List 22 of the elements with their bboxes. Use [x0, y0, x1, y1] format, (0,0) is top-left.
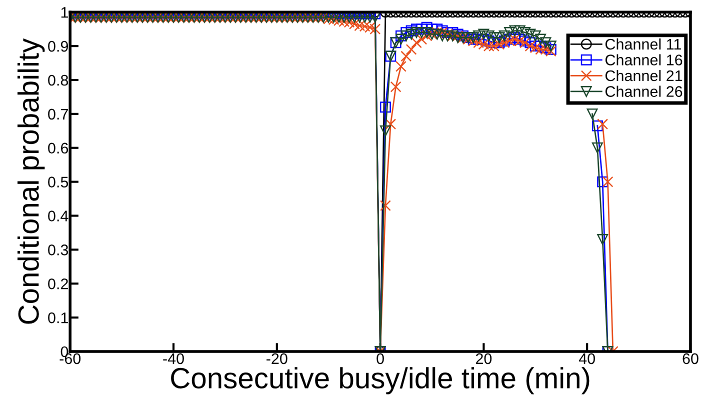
y-tick-label: 0.7	[48, 108, 68, 120]
y-tick-label: 0.4	[48, 210, 68, 222]
x-tick-label: 20	[476, 353, 492, 364]
y-tick-label: 0.3	[48, 244, 68, 256]
y-tick-label: 0.6	[48, 142, 68, 154]
x-tick-label: 60	[682, 353, 698, 364]
legend-label: Channel 11	[605, 38, 681, 50]
x-tick-label: 40	[578, 353, 595, 364]
legend-label: Channel 21	[605, 70, 682, 82]
y-tick-label: 1	[61, 7, 68, 18]
y-tick-label: 0.8	[48, 74, 68, 86]
y-tick-label: 0.2	[48, 278, 68, 290]
x-tick-label: -20	[266, 353, 288, 364]
legend-label: Channel 26	[605, 86, 682, 97]
y-axis-title: Conditional probability	[18, 38, 45, 324]
y-tick-label: 0.9	[48, 40, 68, 52]
y-tick-label: 0.1	[48, 312, 68, 324]
y-tick-label: 0.5	[48, 176, 68, 188]
x-axis-title: Consecutive busy/idle time (min)	[171, 367, 590, 394]
x-tick-label: 0	[376, 353, 384, 364]
x-tick-label: -40	[163, 353, 184, 364]
legend-label: Channel 16	[605, 54, 682, 66]
